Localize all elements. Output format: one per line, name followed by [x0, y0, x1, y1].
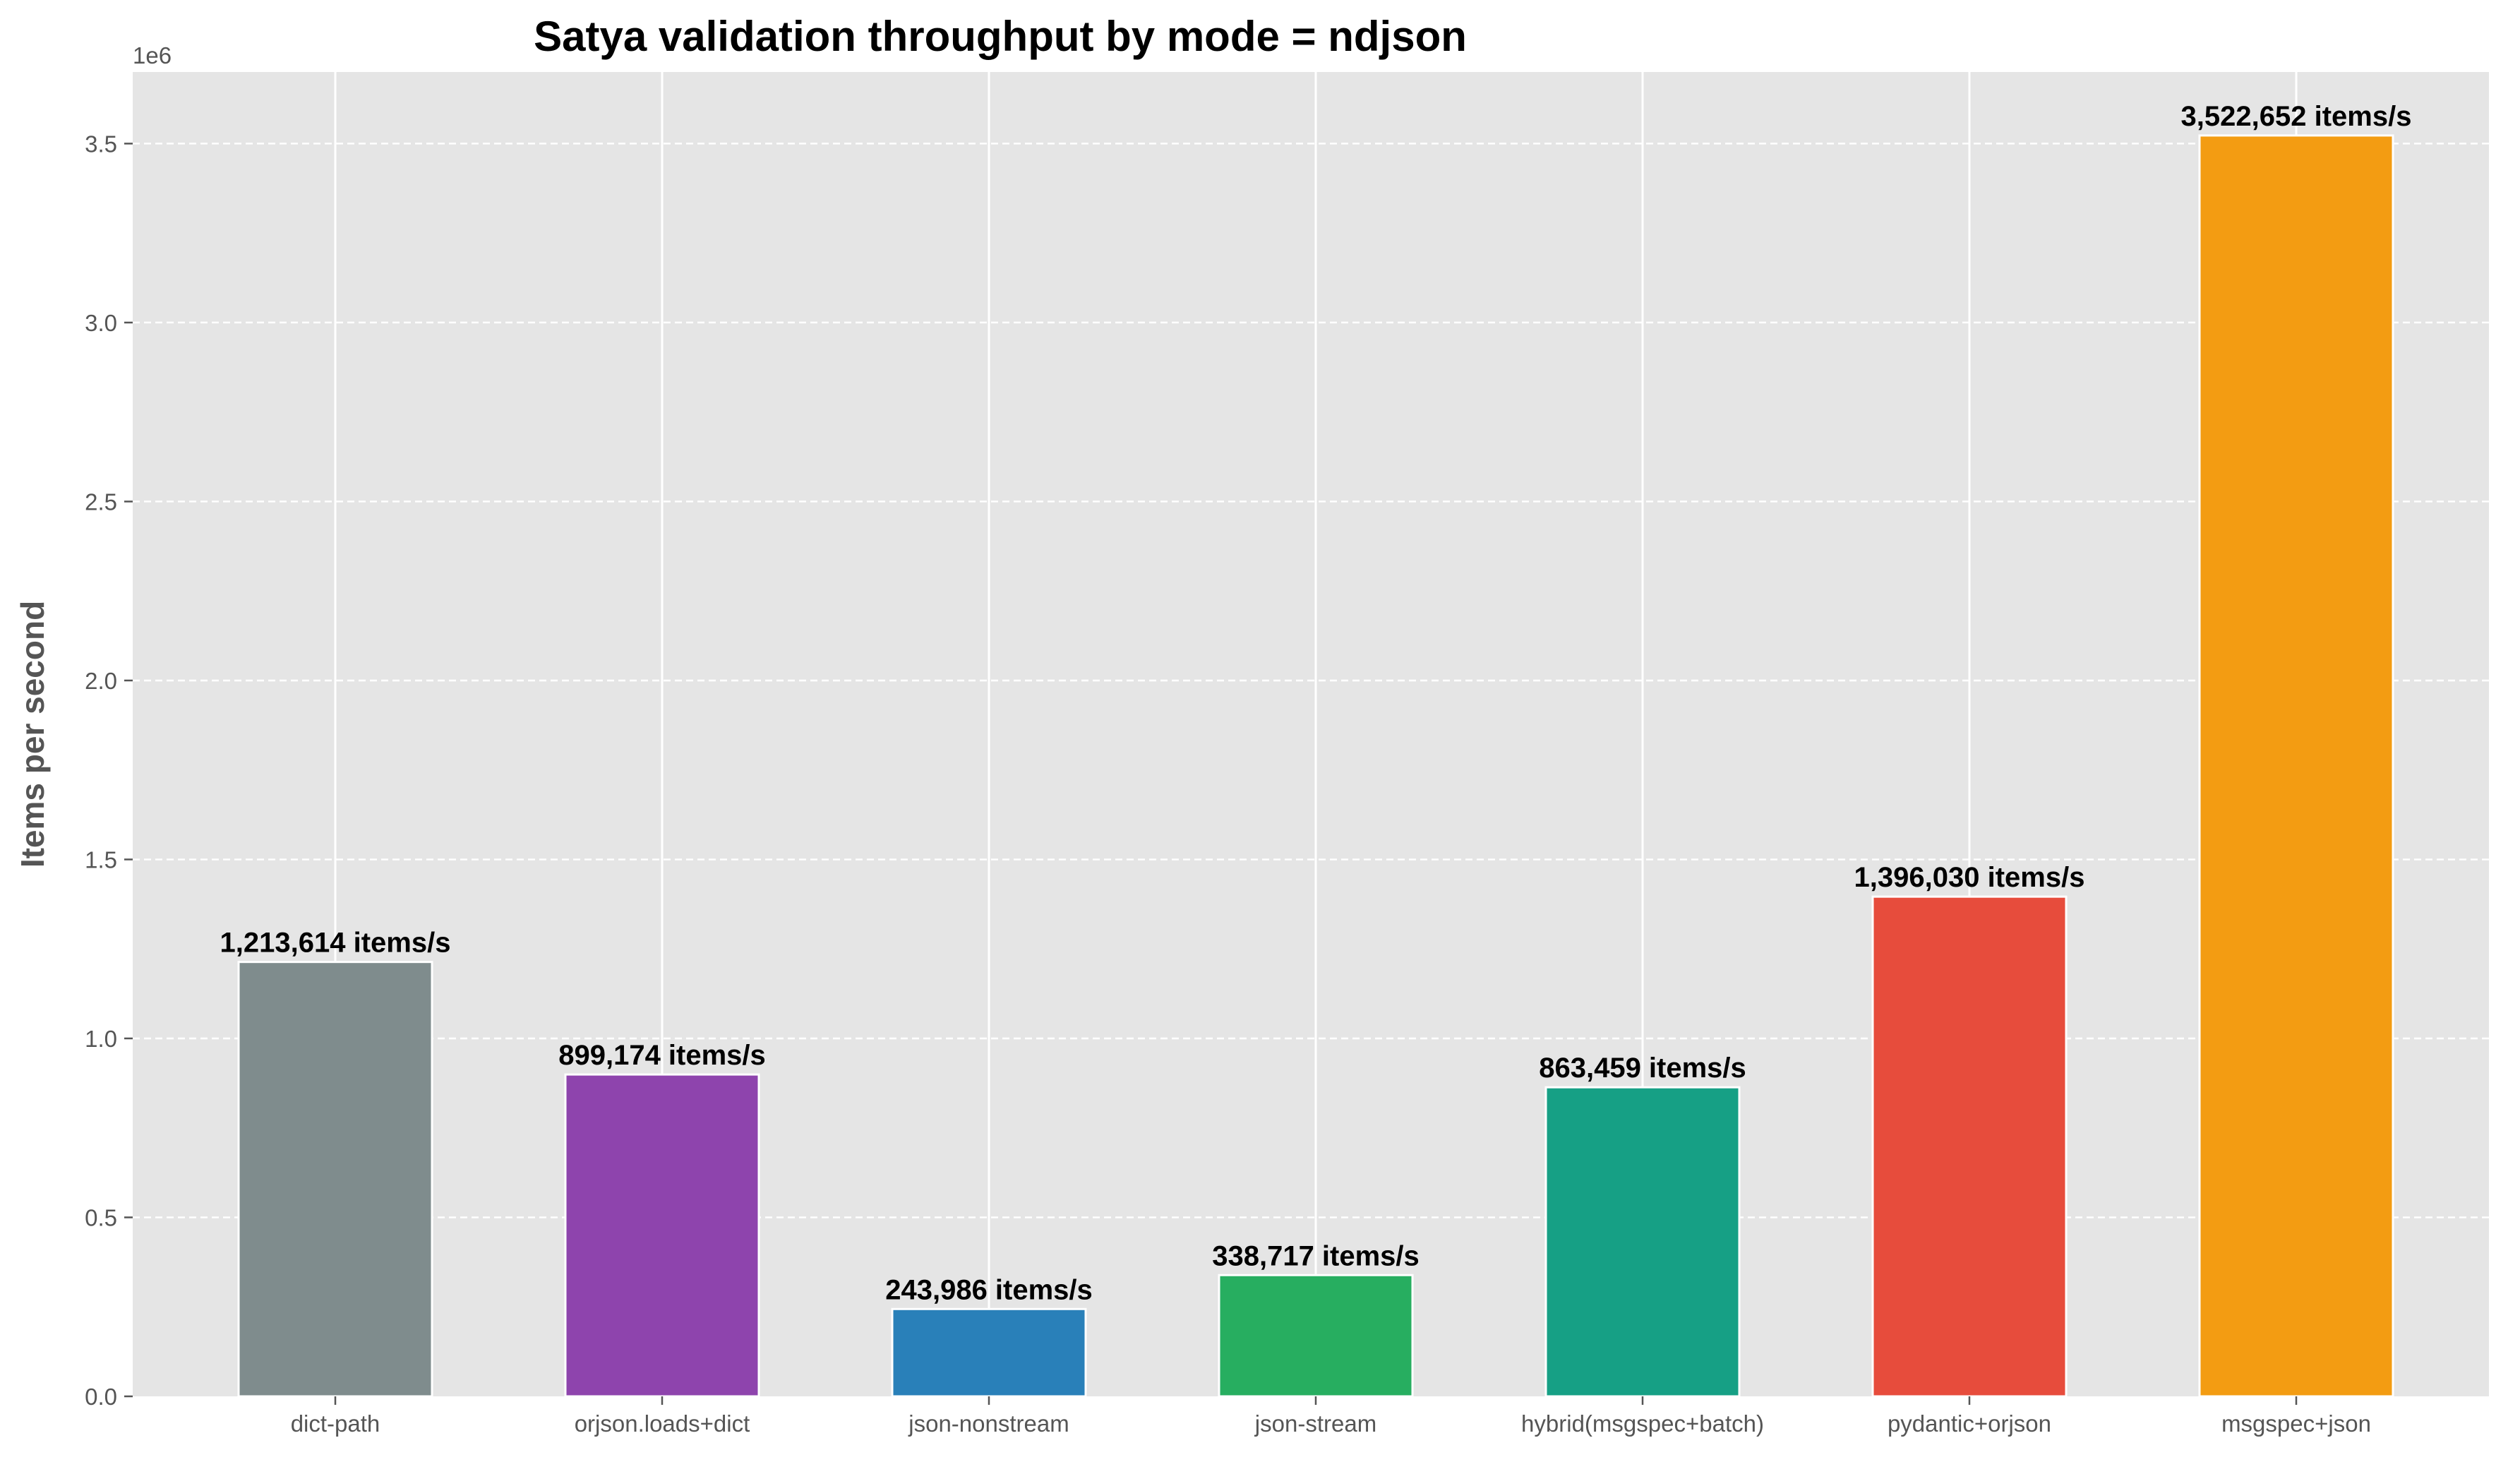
- x-tick-label: json-stream: [1254, 1410, 1376, 1437]
- bar: [1871, 895, 2068, 1398]
- x-tick-label: dict-path: [291, 1410, 380, 1437]
- x-axis-ticks: dict-path orjson.loads+dict json-nonstream…: [291, 1396, 2371, 1437]
- bar: [237, 961, 433, 1398]
- x-tick-label: orjson.loads+dict: [575, 1410, 750, 1437]
- bar: [1544, 1086, 1741, 1398]
- x-tick-label: msgspec+json: [2221, 1410, 2371, 1437]
- data-label: 1,213,614 items/s: [220, 928, 451, 959]
- bar: [1218, 1274, 1414, 1398]
- x-tick-label: pydantic+orjson: [1888, 1410, 2051, 1437]
- y-tick-label: 1.0: [85, 1026, 117, 1052]
- y-axis-label: Items per second: [14, 601, 51, 868]
- data-label: 1,396,030 items/s: [1854, 862, 2085, 893]
- y-tick-label: 1.5: [85, 846, 117, 873]
- bars: [237, 134, 2394, 1398]
- data-label: 3,522,652 items/s: [2181, 101, 2412, 132]
- chart-title: Satya validation throughput by mode = nd…: [534, 13, 1467, 60]
- plot-area: [133, 72, 2489, 1396]
- y-tick-label: 2.0: [85, 668, 117, 694]
- bar: [891, 1307, 1087, 1398]
- y-tick-label: 0.5: [85, 1204, 117, 1230]
- bar: [2198, 134, 2394, 1398]
- y-tick-label: 0.0: [85, 1384, 117, 1410]
- data-labels: 1,213,614 items/s 899,174 items/s 243,986 …: [220, 101, 2412, 1305]
- y-axis-ticks: 0.0 0.5 1.0 1.5 2.0 2.5 3.0 3.5: [85, 131, 133, 1410]
- bar: [564, 1073, 760, 1398]
- y-tick-label: 2.5: [85, 489, 117, 515]
- data-label: 899,174 items/s: [558, 1040, 766, 1071]
- y-tick-label: 3.5: [85, 131, 117, 157]
- data-label: 863,459 items/s: [1539, 1053, 1746, 1084]
- data-label: 243,986 items/s: [885, 1274, 1093, 1305]
- y-tick-label: 3.0: [85, 310, 117, 336]
- y-axis-offset-label: 1e6: [133, 42, 172, 68]
- x-tick-label: json-nonstream: [908, 1410, 1069, 1437]
- x-tick-label: hybrid(msgspec+batch): [1521, 1410, 1764, 1437]
- data-label: 338,717 items/s: [1212, 1240, 1420, 1271]
- gridlines: [133, 72, 2489, 1396]
